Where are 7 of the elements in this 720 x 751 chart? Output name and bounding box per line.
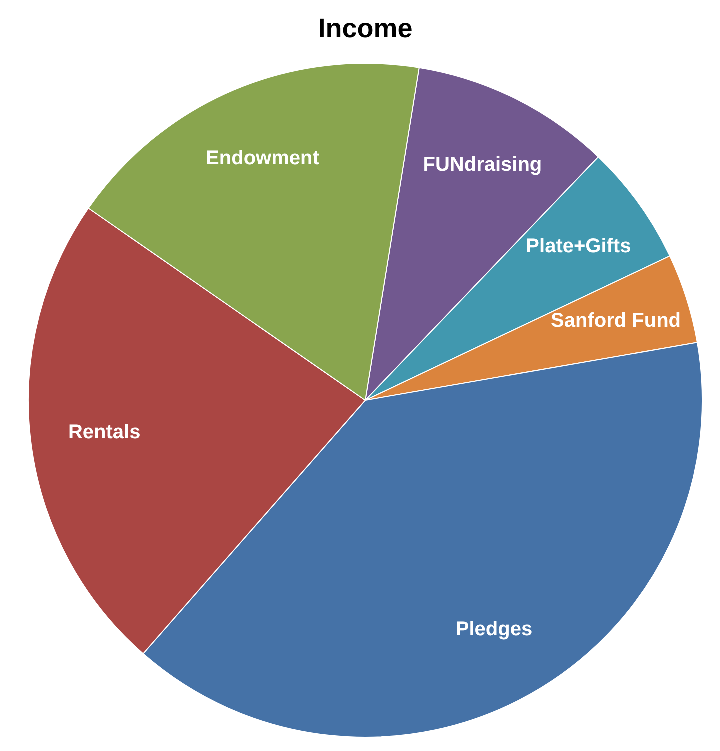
slice-label: FUNdraising xyxy=(423,154,542,176)
slice-label: Rentals xyxy=(68,422,141,444)
slice-label: Pledges xyxy=(456,618,533,641)
slice-label: Sanford Fund xyxy=(551,310,682,332)
slice-label: Plate+Gifts xyxy=(526,236,632,258)
slice-label: Endowment xyxy=(206,148,320,170)
chart-title: Income xyxy=(318,14,413,44)
